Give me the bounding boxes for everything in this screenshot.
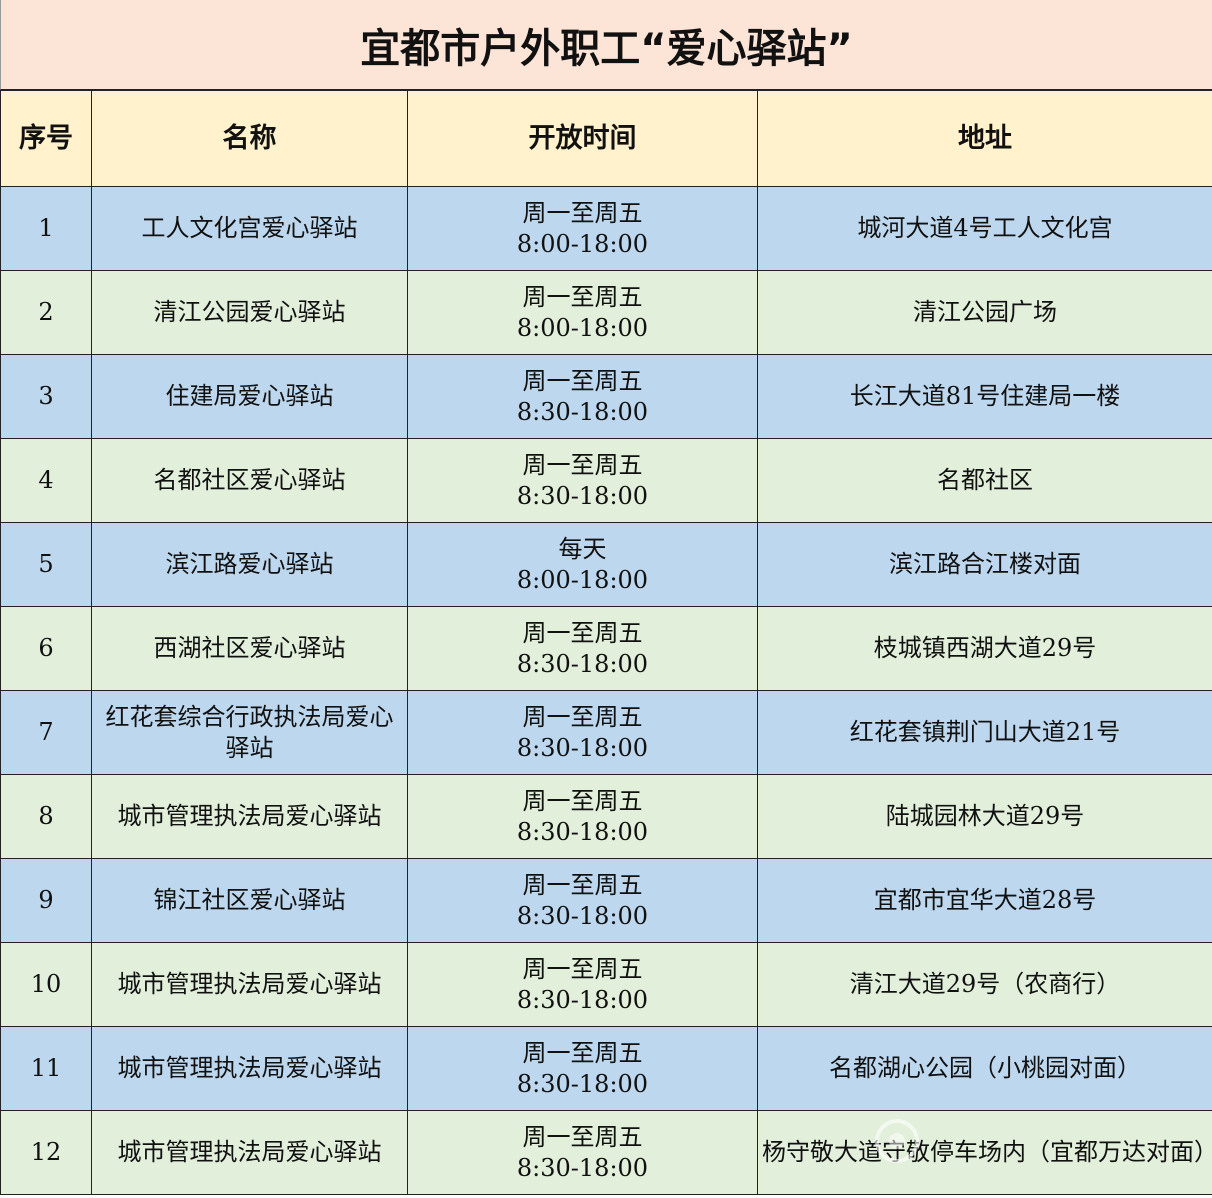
cell-no: 11 bbox=[0, 1026, 92, 1111]
open-days: 每天 bbox=[558, 534, 607, 563]
open-hours: 8:30-18:00 bbox=[516, 985, 649, 1014]
cell-hours: 周一至周五 8:30-18:00 bbox=[407, 774, 758, 859]
open-hours: 8:30-18:00 bbox=[516, 481, 649, 510]
header-address: 地址 bbox=[757, 90, 1212, 187]
cell-name: 滨江路爱心驿站 bbox=[91, 522, 408, 607]
cell-name: 工人文化宫爱心驿站 bbox=[91, 186, 408, 271]
cell-address: 清江公园广场 bbox=[757, 270, 1212, 355]
open-days: 周一至周五 bbox=[522, 450, 643, 479]
cell-no: 4 bbox=[0, 438, 92, 523]
table-row: 8 城市管理执法局爱心驿站 周一至周五 8:30-18:00 陆城园林大道29号 bbox=[0, 774, 1212, 859]
cell-no: 8 bbox=[0, 774, 92, 859]
table-row: 12 城市管理执法局爱心驿站 周一至周五 8:30-18:00 杨守敬大道守敬停车场内（… bbox=[0, 1110, 1212, 1195]
open-hours: 8:30-18:00 bbox=[516, 1069, 649, 1098]
table-row: 2 清江公园爱心驿站 周一至周五 8:00-18:00 清江公园广场 bbox=[0, 270, 1212, 355]
cell-name: 红花套综合行政执法局爱心驿站 bbox=[91, 690, 408, 775]
open-days: 周一至周五 bbox=[522, 618, 643, 647]
open-days: 周一至周五 bbox=[522, 954, 643, 983]
cell-hours: 周一至周五 8:00-18:00 bbox=[407, 186, 758, 271]
cell-no: 6 bbox=[0, 606, 92, 691]
open-hours: 8:30-18:00 bbox=[516, 649, 649, 678]
cell-no: 7 bbox=[0, 690, 92, 775]
open-hours: 8:00-18:00 bbox=[516, 229, 649, 258]
cell-address: 长江大道81号住建局一楼 bbox=[757, 354, 1212, 439]
cell-no: 1 bbox=[0, 186, 92, 271]
cell-hours: 周一至周五 8:30-18:00 bbox=[407, 606, 758, 691]
table-row: 1 工人文化宫爱心驿站 周一至周五 8:00-18:00 城河大道4号工人文化宫 bbox=[0, 186, 1212, 271]
cell-hours: 每天 8:00-18:00 bbox=[407, 522, 758, 607]
cell-address: 清江大道29号（农商行） bbox=[757, 942, 1212, 1027]
table-row: 7 红花套综合行政执法局爱心驿站 周一至周五 8:30-18:00 红花套镇荆门山大道2… bbox=[0, 690, 1212, 775]
cell-no: 9 bbox=[0, 858, 92, 943]
cell-hours: 周一至周五 8:30-18:00 bbox=[407, 858, 758, 943]
cell-hours: 周一至周五 8:30-18:00 bbox=[407, 1110, 758, 1195]
cell-name: 西湖社区爱心驿站 bbox=[91, 606, 408, 691]
open-hours: 8:30-18:00 bbox=[516, 817, 649, 846]
table-row: 9 锦江社区爱心驿站 周一至周五 8:30-18:00 宜都市宜华大道28号 bbox=[0, 858, 1212, 943]
open-days: 周一至周五 bbox=[522, 1038, 643, 1067]
open-hours: 8:30-18:00 bbox=[516, 397, 649, 426]
header-no: 序号 bbox=[0, 90, 92, 187]
page-title: 宜都市户外职工“爱心驿站” bbox=[0, 0, 1212, 90]
table-row: 6 西湖社区爱心驿站 周一至周五 8:30-18:00 枝城镇西湖大道29号 bbox=[0, 606, 1212, 691]
table-row: 3 住建局爱心驿站 周一至周五 8:30-18:00 长江大道81号住建局一楼 bbox=[0, 354, 1212, 439]
cell-no: 12 bbox=[0, 1110, 92, 1195]
cell-hours: 周一至周五 8:30-18:00 bbox=[407, 942, 758, 1027]
cell-hours: 周一至周五 8:30-18:00 bbox=[407, 354, 758, 439]
table-header-row: 序号 名称 开放时间 地址 bbox=[0, 90, 1212, 187]
cell-address: 城河大道4号工人文化宫 bbox=[757, 186, 1212, 271]
open-hours: 8:30-18:00 bbox=[516, 733, 649, 762]
open-days: 周一至周五 bbox=[522, 786, 643, 815]
cell-name: 城市管理执法局爱心驿站 bbox=[91, 774, 408, 859]
cell-no: 3 bbox=[0, 354, 92, 439]
open-hours: 8:00-18:00 bbox=[516, 313, 649, 342]
cell-address: 名都社区 bbox=[757, 438, 1212, 523]
stations-table: 序号 名称 开放时间 地址 1 工人文化宫爱心驿站 周一至周五 8:00-18:00 城… bbox=[0, 90, 1212, 1195]
cell-address: 陆城园林大道29号 bbox=[757, 774, 1212, 859]
open-days: 周一至周五 bbox=[522, 870, 643, 899]
header-hours: 开放时间 bbox=[407, 90, 758, 187]
cell-name: 清江公园爱心驿站 bbox=[91, 270, 408, 355]
cell-address: 红花套镇荆门山大道21号 bbox=[757, 690, 1212, 775]
table-row: 10 城市管理执法局爱心驿站 周一至周五 8:30-18:00 清江大道29号（农商行） bbox=[0, 942, 1212, 1027]
cell-address: 名都湖心公园（小桃园对面） bbox=[757, 1026, 1212, 1111]
cell-name: 名都社区爱心驿站 bbox=[91, 438, 408, 523]
cell-hours: 周一至周五 8:30-18:00 bbox=[407, 1026, 758, 1111]
open-hours: 8:00-18:00 bbox=[516, 565, 649, 594]
cell-hours: 周一至周五 8:30-18:00 bbox=[407, 690, 758, 775]
open-days: 周一至周五 bbox=[522, 366, 643, 395]
table-row: 11 城市管理执法局爱心驿站 周一至周五 8:30-18:00 名都湖心公园（小桃园对面… bbox=[0, 1026, 1212, 1111]
open-days: 周一至周五 bbox=[522, 198, 643, 227]
cell-no: 10 bbox=[0, 942, 92, 1027]
table-row: 5 滨江路爱心驿站 每天 8:00-18:00 滨江路合江楼对面 bbox=[0, 522, 1212, 607]
open-days: 周一至周五 bbox=[522, 282, 643, 311]
cell-address: 枝城镇西湖大道29号 bbox=[757, 606, 1212, 691]
cell-name: 锦江社区爱心驿站 bbox=[91, 858, 408, 943]
cell-address: 杨守敬大道守敬停车场内（宜都万达对面） bbox=[757, 1110, 1212, 1195]
cell-name: 城市管理执法局爱心驿站 bbox=[91, 942, 408, 1027]
open-days: 周一至周五 bbox=[522, 702, 643, 731]
cell-no: 5 bbox=[0, 522, 92, 607]
open-days: 周一至周五 bbox=[522, 1122, 643, 1151]
cell-address: 滨江路合江楼对面 bbox=[757, 522, 1212, 607]
table-row: 4 名都社区爱心驿站 周一至周五 8:30-18:00 名都社区 bbox=[0, 438, 1212, 523]
cell-no: 2 bbox=[0, 270, 92, 355]
cell-hours: 周一至周五 8:00-18:00 bbox=[407, 270, 758, 355]
cell-name: 住建局爱心驿站 bbox=[91, 354, 408, 439]
open-hours: 8:30-18:00 bbox=[516, 1153, 649, 1182]
cell-name: 城市管理执法局爱心驿站 bbox=[91, 1026, 408, 1111]
cell-name: 城市管理执法局爱心驿站 bbox=[91, 1110, 408, 1195]
header-name: 名称 bbox=[91, 90, 408, 187]
open-hours: 8:30-18:00 bbox=[516, 901, 649, 930]
cell-hours: 周一至周五 8:30-18:00 bbox=[407, 438, 758, 523]
cell-address: 宜都市宜华大道28号 bbox=[757, 858, 1212, 943]
